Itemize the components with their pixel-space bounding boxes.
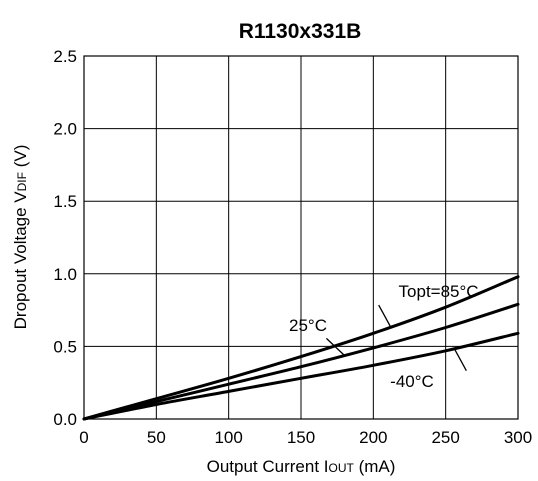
grid (84, 56, 518, 419)
series-lines (82, 275, 520, 421)
x-tick-label: 50 (147, 428, 166, 447)
x-axis-label-unit: (mA) (354, 457, 396, 476)
annotation-leader-1 (325, 337, 345, 356)
x-axis-label: Output Current IOUT (mA) (207, 457, 396, 476)
y-tick-labels: 0.0 0.5 1.0 1.5 2.0 2.5 (53, 47, 77, 429)
y-axis-label: Dropout Voltage VDIF (V) (11, 145, 30, 330)
x-tick-labels: 0 50 100 150 200 250 300 (79, 428, 532, 447)
plot-frame (83, 55, 519, 420)
series-line-2 (82, 331, 520, 421)
annotation-label-0: Topt=85°C (399, 282, 479, 301)
y-axis-label-main: Dropout Voltage V (11, 191, 30, 330)
y-tick-label: 1.0 (53, 265, 77, 284)
y-tick-label: 0.5 (53, 337, 77, 356)
x-axis-label-main: Output Current I (207, 457, 329, 476)
y-axis-label-unit: (V) (11, 145, 30, 172)
series-line-0 (82, 275, 520, 421)
x-tick-label: 100 (214, 428, 242, 447)
series-annotations: Topt=85°C 25°C -40°C (289, 282, 479, 391)
y-tick-label: 2.0 (53, 120, 77, 139)
annotation-leader-2 (453, 348, 467, 371)
x-axis-label-sub: OUT (329, 461, 355, 475)
x-tick-label: 0 (79, 428, 88, 447)
chart-title: R1130x331B (239, 20, 362, 43)
x-tick-label: 150 (287, 428, 315, 447)
annotation-label-1: 25°C (289, 316, 327, 335)
y-axis-label-sub: DIF (15, 172, 29, 191)
series-line-1 (82, 302, 520, 421)
y-tick-label: 2.5 (53, 47, 77, 66)
x-tick-label: 250 (431, 428, 459, 447)
x-tick-label: 300 (504, 428, 532, 447)
annotation-label-2: -40°C (390, 372, 434, 391)
x-tick-label: 200 (359, 428, 387, 447)
y-tick-label: 1.5 (53, 192, 77, 211)
annotation-leader-0 (378, 304, 392, 328)
y-tick-label: 0.0 (53, 410, 77, 429)
